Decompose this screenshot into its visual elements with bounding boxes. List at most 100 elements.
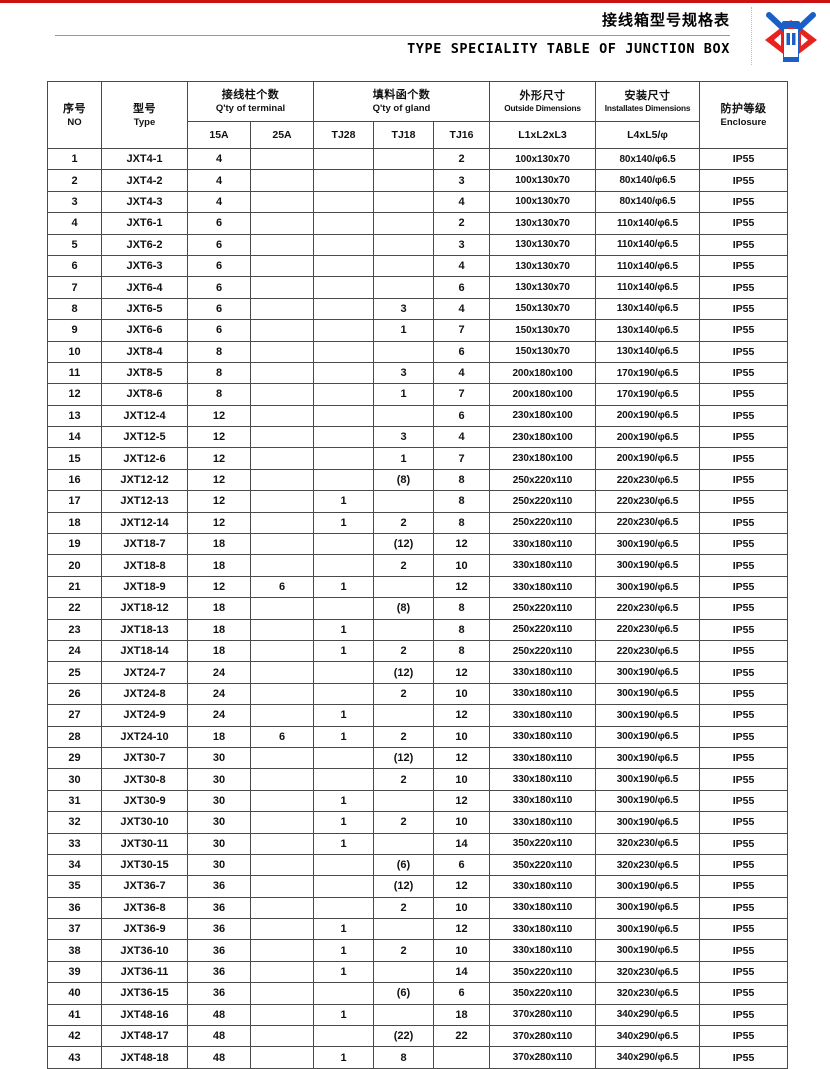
- cell-tj28: [313, 319, 374, 342]
- cell-installed: 80x140/φ6.5: [595, 147, 700, 171]
- cell-tj16: 4: [433, 426, 490, 449]
- cell-outside: 150x130x70: [489, 340, 596, 363]
- cell-tj16: 6: [433, 982, 490, 1005]
- cell-tj18: 1: [373, 383, 434, 406]
- cell-type: JXT12-4: [101, 404, 188, 428]
- cell-t15a: 6: [187, 254, 251, 278]
- cell-tj18: [373, 918, 434, 941]
- table-row: 34 JXT30-15 30 (6) 6 350x220x110 320x230/φ6.5 I…: [47, 853, 788, 877]
- cell-tj28: [313, 297, 374, 321]
- table-header: 序号 NO 型号 Type 接线柱个数 Q'ty of terminal 填料函…: [47, 80, 788, 149]
- cell-installed: 300x190/φ6.5: [595, 939, 700, 962]
- cell-installed: 300x190/φ6.5: [595, 575, 700, 599]
- cell-tj18: (8): [373, 597, 434, 620]
- cell-t15a: 30: [187, 768, 251, 791]
- cell-tj18: (22): [373, 1025, 434, 1048]
- cell-tj16: 12: [433, 875, 490, 898]
- cell-no: 27: [47, 704, 102, 727]
- cell-tj28: [313, 768, 374, 791]
- cell-type: JXT36-15: [101, 982, 188, 1005]
- cell-t25a: [250, 789, 314, 813]
- cell-t25a: [250, 254, 314, 278]
- cell-tj28: 1: [313, 639, 374, 663]
- table-row: 16 JXT12-12 12 (8) 8 250x220x110 220x230/φ6.5 I…: [47, 468, 788, 492]
- cell-tj16: 10: [433, 682, 490, 706]
- cell-enclosure: IP55: [699, 896, 788, 920]
- cell-t15a: 36: [187, 960, 251, 984]
- cell-type: JXT36-10: [101, 939, 188, 962]
- cell-tj18: [373, 147, 434, 171]
- cell-outside: 330x180x110: [489, 533, 596, 556]
- cell-tj16: 10: [433, 554, 490, 577]
- cell-t15a: 48: [187, 1025, 251, 1048]
- cell-t15a: 12: [187, 490, 251, 513]
- cell-t25a: [250, 147, 314, 171]
- cell-t25a: [250, 319, 314, 342]
- cell-no: 38: [47, 939, 102, 962]
- table-row: 31 JXT30-9 30 1 12 330x180x110 300x190/φ6.5 IP5…: [47, 789, 788, 813]
- cell-enclosure: IP55: [699, 147, 788, 171]
- cell-t25a: [250, 169, 314, 192]
- cell-tj28: [313, 233, 374, 256]
- cell-installed: 220x230/φ6.5: [595, 597, 700, 620]
- cell-tj18: [373, 575, 434, 599]
- column-header-enclosure: 防护等级 Enclosure: [699, 81, 788, 149]
- table-row: 15 JXT12-6 12 1 7 230x180x100 200x190/φ6.5 IP55: [47, 447, 788, 470]
- cell-tj18: 3: [373, 426, 434, 449]
- cell-outside: 230x180x100: [489, 404, 596, 428]
- column-header-terminal: 接线柱个数 Q'ty of terminal: [187, 80, 314, 123]
- cell-enclosure: IP55: [699, 361, 788, 385]
- cell-no: 1: [47, 147, 102, 171]
- cell-t15a: 12: [187, 511, 251, 535]
- cell-tj16: 12: [433, 661, 490, 684]
- cell-outside: 330x180x110: [489, 896, 596, 920]
- cell-t25a: [250, 447, 314, 470]
- cell-tj18: [373, 404, 434, 428]
- cell-no: 41: [47, 1003, 102, 1027]
- cell-tj18: [373, 960, 434, 984]
- spec-table-container: 序号 NO 型号 Type 接线柱个数 Q'ty of terminal 填料函…: [47, 80, 788, 1069]
- cell-t25a: [250, 276, 314, 299]
- cell-tj28: [313, 1025, 374, 1048]
- table-row: 24 JXT18-14 18 1 2 8 250x220x110 220x230/φ6.5 IP…: [47, 639, 788, 663]
- cell-t15a: 6: [187, 319, 251, 342]
- cell-tj16: 10: [433, 768, 490, 791]
- column-header-tj18: TJ18: [373, 121, 434, 149]
- cell-enclosure: IP55: [699, 853, 788, 877]
- table-row: 3 JXT4-3 4 4 100x130x70 80x140/φ6.5 IP55: [47, 190, 788, 214]
- cell-t25a: [250, 426, 314, 449]
- cell-t25a: [250, 233, 314, 256]
- cell-t15a: 30: [187, 832, 251, 855]
- cell-no: 6: [47, 254, 102, 278]
- cell-no: 42: [47, 1025, 102, 1048]
- cell-no: 23: [47, 618, 102, 641]
- cell-no: 26: [47, 682, 102, 706]
- cell-installed: 300x190/φ6.5: [595, 746, 700, 770]
- cell-tj16: 12: [433, 704, 490, 727]
- cell-enclosure: IP55: [699, 511, 788, 535]
- cell-tj16: 10: [433, 939, 490, 962]
- cell-t25a: [250, 404, 314, 428]
- cell-enclosure: IP55: [699, 276, 788, 299]
- cell-outside: 100x130x70: [489, 169, 596, 192]
- cell-enclosure: IP55: [699, 597, 788, 620]
- cell-outside: 200x180x100: [489, 383, 596, 406]
- cell-tj16: 10: [433, 811, 490, 834]
- cell-t25a: [250, 682, 314, 706]
- cell-tj28: 1: [313, 1003, 374, 1027]
- column-header-installed: 安装尺寸 Installates Dimensions: [595, 80, 700, 123]
- cell-t15a: 6: [187, 212, 251, 235]
- cell-installed: 200x190/φ6.5: [595, 447, 700, 470]
- cell-t15a: 36: [187, 939, 251, 962]
- table-row: 14 JXT12-5 12 3 4 230x180x100 200x190/φ6.5 IP55: [47, 426, 788, 449]
- cell-installed: 300x190/φ6.5: [595, 661, 700, 684]
- cell-tj28: 1: [313, 918, 374, 941]
- column-header-tj16: TJ16: [433, 121, 490, 149]
- cell-installed: 300x190/φ6.5: [595, 875, 700, 898]
- cell-enclosure: IP55: [699, 639, 788, 663]
- cell-outside: 370x280x110: [489, 1025, 596, 1048]
- cell-no: 13: [47, 404, 102, 428]
- cell-tj28: 1: [313, 832, 374, 855]
- cell-tj18: [373, 789, 434, 813]
- cell-t25a: 6: [250, 725, 314, 748]
